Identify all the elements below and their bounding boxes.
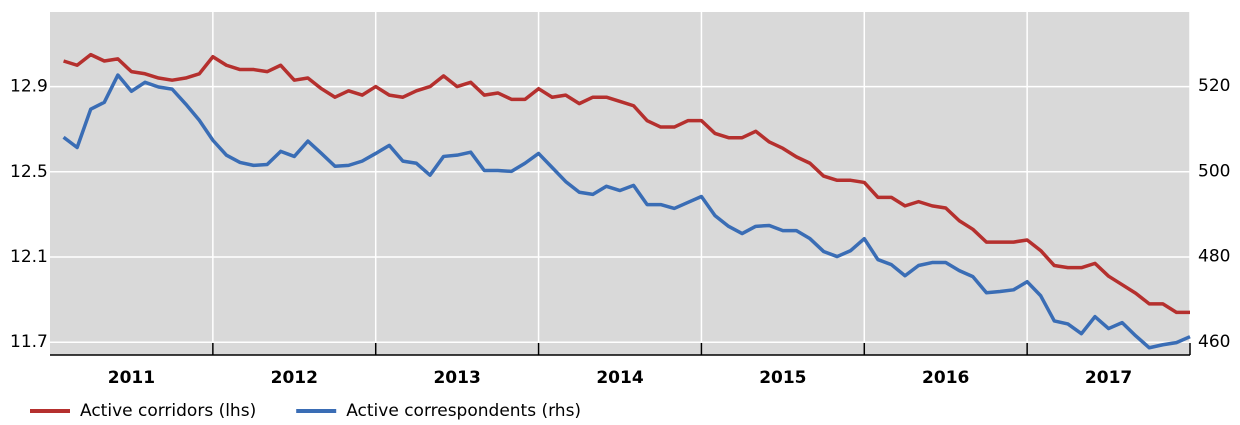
x-tick-label: 2013 [433, 368, 480, 388]
y-tick-label: 11.7 [10, 332, 48, 352]
x-tick-label: 2012 [271, 368, 318, 388]
x-tick-label: 2016 [922, 368, 969, 388]
y-tick-label: 12.1 [10, 247, 48, 267]
line-series [62, 73, 1191, 350]
x-tick-label: 2017 [1085, 368, 1132, 388]
y-tick-label: 12.9 [10, 77, 48, 97]
y2-tick-label: 500 [1198, 161, 1230, 181]
legend-label: Active correspondents (rhs) [346, 401, 581, 421]
x-tick-label: 2014 [596, 368, 643, 388]
y2-tick-label: 460 [1198, 332, 1230, 352]
y-tick-label: 12.5 [10, 162, 48, 182]
x-tick-label: 2015 [759, 368, 806, 388]
line-series [63, 52, 1190, 315]
y2-tick-label: 520 [1198, 76, 1230, 96]
y2-tick-label: 480 [1198, 247, 1230, 267]
legend-label: Active corridors (lhs) [80, 401, 256, 421]
x-tick-label: 2011 [108, 368, 155, 388]
